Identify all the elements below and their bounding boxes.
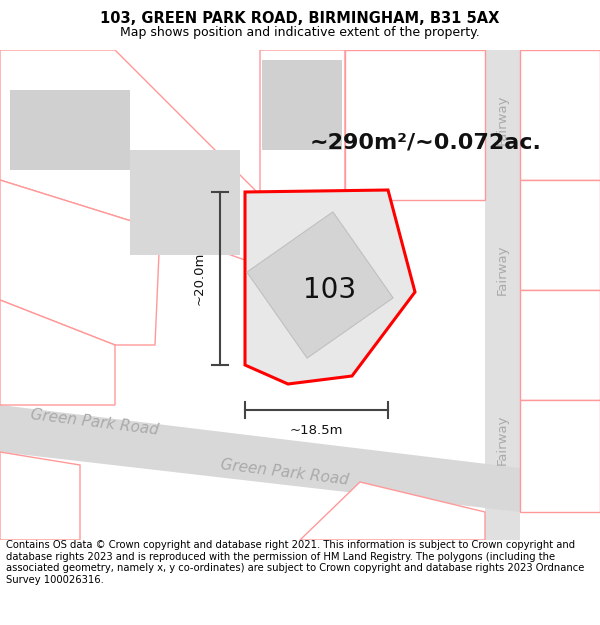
Polygon shape <box>0 50 260 260</box>
Bar <box>10 90 130 170</box>
Text: Map shows position and indicative extent of the property.: Map shows position and indicative extent… <box>120 26 480 39</box>
Text: Contains OS data © Crown copyright and database right 2021. This information is : Contains OS data © Crown copyright and d… <box>6 540 584 585</box>
Polygon shape <box>520 50 600 180</box>
Polygon shape <box>245 190 415 384</box>
Polygon shape <box>260 50 345 200</box>
Text: ~18.5m: ~18.5m <box>290 424 343 437</box>
Text: ~20.0m: ~20.0m <box>193 252 206 305</box>
Text: Fairway: Fairway <box>496 245 509 295</box>
Polygon shape <box>0 452 80 540</box>
Polygon shape <box>247 212 393 358</box>
Text: ~290m²/~0.072ac.: ~290m²/~0.072ac. <box>310 132 542 152</box>
Polygon shape <box>300 482 485 540</box>
Polygon shape <box>0 300 115 405</box>
Text: 103, GREEN PARK ROAD, BIRMINGHAM, B31 5AX: 103, GREEN PARK ROAD, BIRMINGHAM, B31 5A… <box>100 11 500 26</box>
Bar <box>262 60 342 150</box>
Text: Fairway: Fairway <box>496 95 509 145</box>
Bar <box>130 150 240 255</box>
Text: 103: 103 <box>304 276 356 304</box>
Polygon shape <box>345 50 485 200</box>
Polygon shape <box>520 180 600 290</box>
Polygon shape <box>245 195 360 325</box>
Text: Green Park Road: Green Park Road <box>220 457 350 488</box>
Polygon shape <box>520 290 600 400</box>
Polygon shape <box>485 50 520 540</box>
Text: Fairway: Fairway <box>496 415 509 465</box>
Polygon shape <box>0 180 160 345</box>
Polygon shape <box>520 400 600 512</box>
Text: Green Park Road: Green Park Road <box>30 407 160 437</box>
Polygon shape <box>0 405 520 512</box>
